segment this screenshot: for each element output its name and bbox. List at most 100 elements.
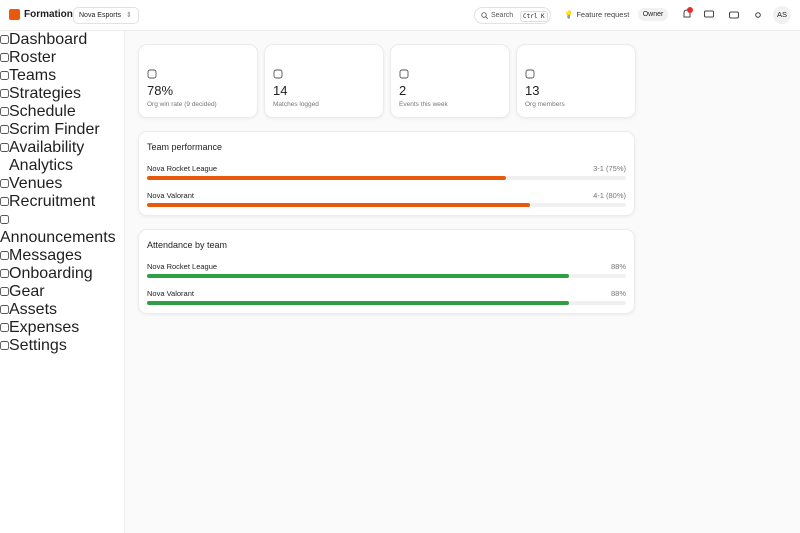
nav-label: Venues bbox=[9, 175, 63, 192]
stat-value: 2 bbox=[399, 83, 407, 98]
avatar[interactable]: AS bbox=[773, 6, 791, 24]
row-value: 88% bbox=[610, 262, 626, 271]
nav-icon bbox=[0, 305, 9, 314]
role-badge: Owner bbox=[638, 8, 668, 21]
stat-icon bbox=[273, 66, 283, 84]
search-label: Search bbox=[491, 12, 514, 19]
nav-item[interactable]: Analytics bbox=[0, 157, 124, 175]
nav-label: Strategies bbox=[9, 85, 82, 102]
stat-icon bbox=[399, 66, 409, 84]
nav-item[interactable]: Schedule bbox=[0, 103, 124, 121]
nav-item[interactable]: Strategies bbox=[0, 85, 124, 103]
chevron: ⇕ bbox=[126, 12, 132, 19]
progress-fill bbox=[147, 176, 507, 180]
progress-fill bbox=[147, 274, 569, 278]
row-value: 88% bbox=[610, 288, 626, 298]
brand: Formation bbox=[24, 9, 73, 20]
nav-item[interactable]: Assets bbox=[0, 301, 124, 319]
stat-card: 78% Org win rate (9 decided) bbox=[138, 44, 258, 118]
nav-label: Assets bbox=[9, 301, 58, 318]
nav-icon bbox=[0, 143, 9, 152]
logo bbox=[9, 9, 20, 20]
gamepad-icon[interactable] bbox=[729, 10, 739, 19]
row-value: 3-1 (75%) bbox=[593, 164, 626, 173]
progress-fill bbox=[147, 202, 531, 207]
row-name: Nova Valorant bbox=[147, 288, 194, 298]
nav-item[interactable]: Announcements bbox=[0, 211, 124, 247]
row-value: 4-1 (80%) bbox=[593, 190, 626, 200]
nav-icon bbox=[0, 269, 9, 278]
nav-label: Teams bbox=[9, 67, 57, 84]
nav-label: Analytics bbox=[9, 157, 74, 174]
nav-item[interactable]: Onboarding bbox=[0, 265, 124, 283]
progress-fill bbox=[147, 300, 569, 305]
nav-label: Messages bbox=[9, 247, 82, 264]
workspace-name: Nova Esports bbox=[79, 12, 122, 19]
nav-label: Expenses bbox=[9, 319, 80, 336]
nav-item[interactable]: Recruitment bbox=[0, 193, 124, 211]
nav-icon bbox=[0, 161, 9, 170]
progress-track bbox=[147, 202, 626, 207]
nav-icon bbox=[0, 179, 9, 188]
nav-item[interactable]: Roster bbox=[0, 49, 124, 67]
team-performance-card: Team performance Nova Rocket League 3-1 (… bbox=[138, 131, 635, 216]
stat-label: Events this week bbox=[399, 101, 448, 108]
nav-label: Announcements bbox=[0, 229, 116, 246]
nav-label: Onboarding bbox=[9, 265, 93, 282]
stat-value: 13 bbox=[525, 83, 540, 98]
nav-label: Settings bbox=[9, 337, 67, 354]
progress-track bbox=[147, 176, 626, 180]
nav-item[interactable]: Gear bbox=[0, 283, 124, 301]
theme-toggle[interactable] bbox=[753, 10, 763, 20]
nav-icon bbox=[0, 107, 9, 116]
search-icon bbox=[481, 12, 488, 19]
nav-item[interactable]: Messages bbox=[0, 247, 124, 265]
nav-item[interactable]: Availability bbox=[0, 139, 124, 157]
stat-value: 14 bbox=[273, 83, 288, 98]
workspace-switcher[interactable]: Nova Esports ⇕ bbox=[73, 7, 139, 24]
main-content: 78% Org win rate (9 decided) 14 Matches log… bbox=[125, 31, 800, 533]
stat-label: Org win rate (9 decided) bbox=[147, 101, 217, 108]
stat-icon bbox=[525, 66, 535, 84]
feature-request-label: Feature request bbox=[576, 10, 630, 19]
nav-icon bbox=[0, 125, 9, 134]
nav-item[interactable]: Scrim Finder bbox=[0, 121, 124, 139]
stat-label: Org members bbox=[525, 101, 565, 108]
top-bar: Formation Nova Esports ⇕ Search Ctrl K 💡… bbox=[0, 0, 800, 31]
nav-icon bbox=[0, 251, 9, 260]
nav-item[interactable]: Settings bbox=[0, 337, 124, 355]
nav-label: Gear bbox=[9, 283, 45, 300]
stat-card: 14 Matches logged bbox=[264, 44, 384, 118]
nav-icon bbox=[0, 71, 9, 80]
stat-value: 78% bbox=[147, 83, 174, 98]
feature-request[interactable]: 💡 Feature request bbox=[564, 10, 630, 19]
nav-label: Scrim Finder bbox=[9, 121, 100, 138]
nav-icon bbox=[0, 341, 9, 350]
card-title: Team performance bbox=[147, 142, 223, 152]
nav-label: Roster bbox=[9, 49, 57, 66]
nav-item[interactable]: Expenses bbox=[0, 319, 124, 337]
shortcut: Ctrl K bbox=[520, 10, 548, 22]
nav-label: Availability bbox=[9, 139, 85, 156]
nav-icon bbox=[0, 89, 9, 98]
stat-card: 13 Org members bbox=[516, 44, 636, 118]
nav-item[interactable]: Dashboard bbox=[0, 31, 124, 49]
progress-track bbox=[147, 274, 626, 278]
nav-icon bbox=[0, 323, 9, 332]
nav-item[interactable]: Venues bbox=[0, 175, 124, 193]
keyboard-icon[interactable] bbox=[704, 10, 714, 19]
nav-icon bbox=[0, 287, 9, 296]
search-box[interactable]: Search Ctrl K bbox=[474, 7, 551, 24]
nav-label: Dashboard bbox=[9, 31, 88, 48]
notifications[interactable] bbox=[679, 6, 695, 22]
stat-card: 2 Events this week bbox=[390, 44, 510, 118]
progress-track bbox=[147, 300, 626, 305]
sidebar: Dashboard Roster Teams Strategies Schedule Sc… bbox=[0, 31, 125, 533]
stat-icon bbox=[147, 66, 157, 84]
stat-label: Matches logged bbox=[273, 101, 319, 108]
nav-label: Schedule bbox=[9, 103, 76, 120]
nav-icon bbox=[0, 53, 9, 62]
card-title: Attendance by team bbox=[147, 240, 228, 250]
nav-item[interactable]: Teams bbox=[0, 67, 124, 85]
